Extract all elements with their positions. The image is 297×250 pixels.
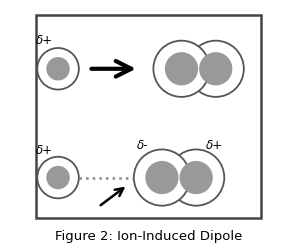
Circle shape bbox=[145, 161, 178, 194]
Circle shape bbox=[168, 150, 224, 206]
Circle shape bbox=[37, 157, 79, 198]
FancyBboxPatch shape bbox=[36, 15, 261, 218]
Circle shape bbox=[199, 52, 232, 86]
Circle shape bbox=[153, 41, 210, 97]
Circle shape bbox=[37, 48, 79, 90]
Circle shape bbox=[46, 57, 70, 80]
Circle shape bbox=[188, 41, 244, 97]
Text: δ-: δ- bbox=[137, 139, 148, 152]
Circle shape bbox=[165, 52, 198, 86]
Circle shape bbox=[46, 166, 70, 189]
Text: δ+: δ+ bbox=[206, 139, 223, 152]
Text: δ+: δ+ bbox=[36, 34, 53, 47]
Text: δ+: δ+ bbox=[36, 144, 53, 157]
Text: Figure 2: Ion-Induced Dipole: Figure 2: Ion-Induced Dipole bbox=[55, 230, 242, 243]
Circle shape bbox=[134, 150, 190, 206]
Circle shape bbox=[180, 161, 213, 194]
